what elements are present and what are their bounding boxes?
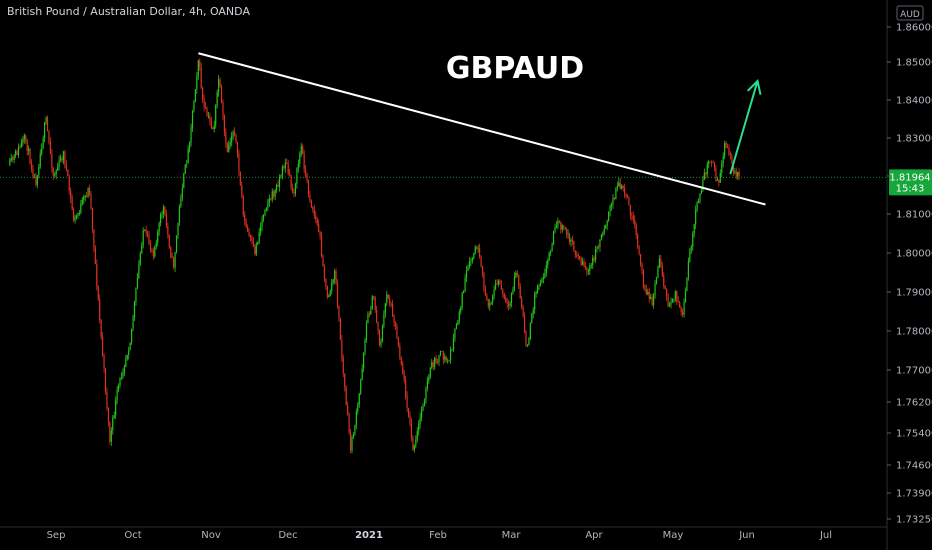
price-tick-label: 1.86000 — [896, 23, 932, 34]
time-tick-label: Feb — [429, 530, 447, 541]
symbol-title[interactable]: British Pound / Australian Dollar, 4h, O… — [7, 5, 250, 18]
price-tick-label: 1.81000 — [896, 210, 932, 221]
price-tick-label: 1.77000 — [896, 366, 932, 377]
chart-title: GBPAUD — [446, 51, 584, 86]
time-tick-label: Mar — [502, 530, 522, 541]
projection-arrow[interactable] — [729, 78, 762, 175]
price-tick-label: 1.73250 — [896, 515, 932, 526]
time-tick-label: Jul — [819, 530, 832, 541]
time-tick-label: Nov — [201, 530, 221, 541]
time-axis[interactable]: Sep Oct Nov Dec 2021 Feb Mar Apr May Jun Jul — [0, 526, 887, 541]
currency-badge[interactable]: AUD — [896, 5, 924, 21]
price-tick-label: 1.74600 — [896, 461, 932, 472]
time-tick-label: Sep — [47, 530, 66, 541]
bar-countdown: 15:43 — [896, 183, 925, 194]
currency-badge-box — [896, 5, 924, 21]
time-tick-label: Oct — [124, 530, 141, 541]
time-tick-label: Jun — [738, 530, 755, 541]
time-tick-label: Dec — [278, 530, 297, 541]
price-tick-label: 1.75400 — [896, 429, 932, 440]
last-price-tag: 1.81964 15:43 — [889, 169, 932, 196]
price-tick-label: 1.84000 — [896, 96, 932, 107]
time-tick-label: May — [663, 530, 684, 541]
last-price-value: 1.81964 — [889, 172, 930, 183]
trendline-drawing[interactable] — [198, 52, 766, 206]
time-tick-label: 2021 — [355, 530, 383, 541]
price-tick-label: 1.79000 — [896, 288, 932, 299]
time-tick-label: Apr — [585, 530, 603, 541]
candlestick-series — [9, 58, 740, 454]
last-price-tag-box — [889, 169, 932, 196]
price-tick-label: 1.76200 — [896, 398, 932, 409]
price-tick-label: 1.78000 — [896, 327, 932, 338]
price-tick-label: 1.73900 — [896, 489, 932, 500]
arrow-shaft — [729, 80, 759, 175]
price-tick-label: 1.85000 — [896, 58, 932, 69]
price-tick-label: 1.83000 — [896, 134, 932, 145]
arrow-head — [746, 78, 762, 95]
price-tick-label: 1.80000 — [896, 249, 932, 260]
currency-label: AUD — [900, 10, 920, 20]
price-axis[interactable]: 1.860001.850001.840001.830001.820001.810… — [886, 0, 932, 550]
